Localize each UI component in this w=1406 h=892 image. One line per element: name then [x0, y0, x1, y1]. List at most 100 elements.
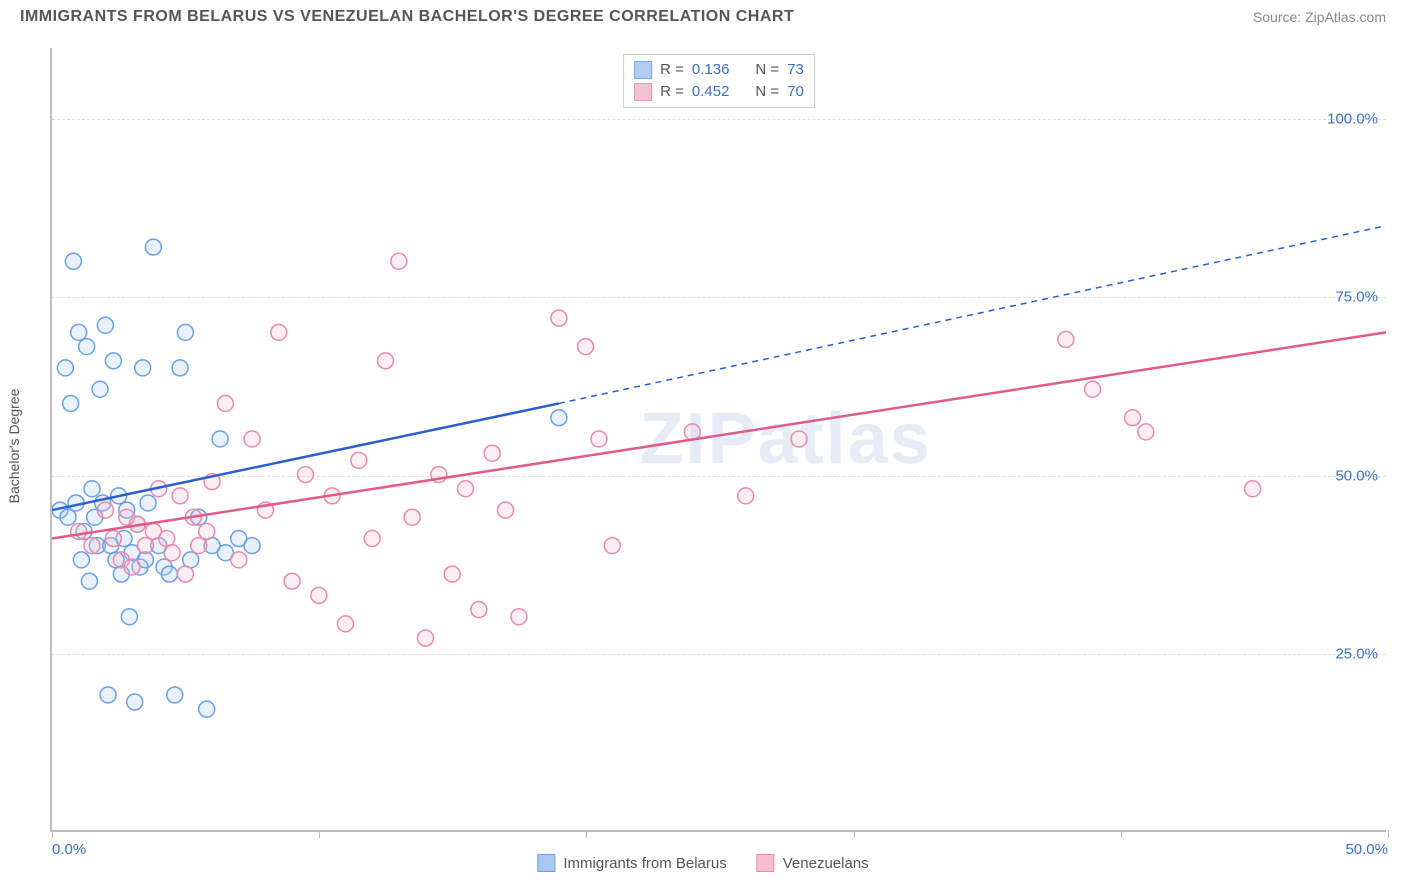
data-point: [84, 481, 100, 497]
data-point: [81, 573, 97, 589]
data-point: [172, 488, 188, 504]
stat-r-value: 0.136: [692, 59, 730, 81]
x-tick: [1388, 830, 1389, 838]
data-point: [97, 502, 113, 518]
data-point: [1058, 331, 1074, 347]
stat-n-value: 73: [787, 59, 804, 81]
data-point: [145, 239, 161, 255]
data-point: [498, 502, 514, 518]
data-point: [73, 552, 89, 568]
data-point: [199, 701, 215, 717]
x-tick: [319, 830, 320, 838]
data-point: [167, 687, 183, 703]
data-point: [84, 538, 100, 554]
data-point: [172, 360, 188, 376]
legend-item: Venezuelans: [757, 854, 869, 872]
data-point: [378, 353, 394, 369]
data-point: [121, 609, 137, 625]
data-point: [199, 523, 215, 539]
legend-swatch: [634, 83, 652, 101]
stat-r-label: R =: [660, 81, 684, 103]
data-point: [1125, 410, 1141, 426]
data-point: [271, 324, 287, 340]
data-point: [284, 573, 300, 589]
data-point: [79, 339, 95, 355]
trend-line: [52, 403, 559, 510]
data-point: [92, 381, 108, 397]
x-tick: [52, 830, 53, 838]
x-tick: [1121, 830, 1122, 838]
stats-legend-row: R = 0.136 N = 73: [634, 59, 804, 81]
data-point: [1085, 381, 1101, 397]
data-point: [458, 481, 474, 497]
stat-r-value: 0.452: [692, 81, 730, 103]
data-point: [738, 488, 754, 504]
data-point: [418, 630, 434, 646]
stat-n-value: 70: [787, 81, 804, 103]
data-point: [161, 566, 177, 582]
stats-legend-row: R = 0.452 N = 70: [634, 81, 804, 103]
data-point: [391, 253, 407, 269]
data-point: [791, 431, 807, 447]
data-point: [604, 538, 620, 554]
data-point: [65, 253, 81, 269]
data-point: [551, 310, 567, 326]
data-point: [1245, 481, 1261, 497]
data-point: [137, 538, 153, 554]
data-point: [337, 616, 353, 632]
x-tick-label: 50.0%: [1345, 841, 1388, 858]
legend-label: Immigrants from Belarus: [563, 855, 726, 872]
data-point: [97, 317, 113, 333]
data-point: [511, 609, 527, 625]
data-point: [57, 360, 73, 376]
data-point: [364, 531, 380, 547]
x-tick: [854, 830, 855, 838]
chart-title: IMMIGRANTS FROM BELARUS VS VENEZUELAN BA…: [20, 8, 794, 26]
data-point: [444, 566, 460, 582]
legend-label: Venezuelans: [783, 855, 869, 872]
data-point: [578, 339, 594, 355]
data-point: [297, 467, 313, 483]
data-point: [244, 431, 260, 447]
y-axis-label: Bachelor's Degree: [6, 389, 22, 504]
data-point: [105, 353, 121, 369]
data-point: [177, 566, 193, 582]
data-point: [484, 445, 500, 461]
data-point: [231, 552, 247, 568]
data-point: [71, 324, 87, 340]
data-point: [591, 431, 607, 447]
scatter-plot: [52, 48, 1386, 830]
trend-line-extrapolated: [559, 226, 1386, 404]
data-point: [404, 509, 420, 525]
chart-plot-area: ZIPatlas R =0.136N =73R =0.452N =70 25.0…: [50, 48, 1386, 832]
data-point: [60, 509, 76, 525]
data-point: [471, 602, 487, 618]
legend-swatch: [537, 854, 555, 872]
data-point: [105, 531, 121, 547]
data-point: [164, 545, 180, 561]
data-point: [140, 495, 156, 511]
stat-n-label: N =: [755, 59, 779, 81]
legend-swatch: [634, 61, 652, 79]
legend-item: Immigrants from Belarus: [537, 854, 726, 872]
data-point: [217, 395, 233, 411]
x-tick-label: 0.0%: [52, 841, 86, 858]
series-legend: Immigrants from Belarus Venezuelans: [537, 854, 868, 872]
data-point: [212, 431, 228, 447]
data-point: [135, 360, 151, 376]
data-point: [351, 452, 367, 468]
data-point: [1138, 424, 1154, 440]
stat-n-label: N =: [755, 81, 779, 103]
source-label: Source: ZipAtlas.com: [1253, 9, 1386, 25]
data-point: [244, 538, 260, 554]
stat-r-label: R =: [660, 59, 684, 81]
data-point: [311, 587, 327, 603]
x-tick: [586, 830, 587, 838]
data-point: [71, 523, 87, 539]
data-point: [551, 410, 567, 426]
data-point: [100, 687, 116, 703]
data-point: [63, 395, 79, 411]
legend-swatch: [757, 854, 775, 872]
data-point: [124, 559, 140, 575]
data-point: [177, 324, 193, 340]
